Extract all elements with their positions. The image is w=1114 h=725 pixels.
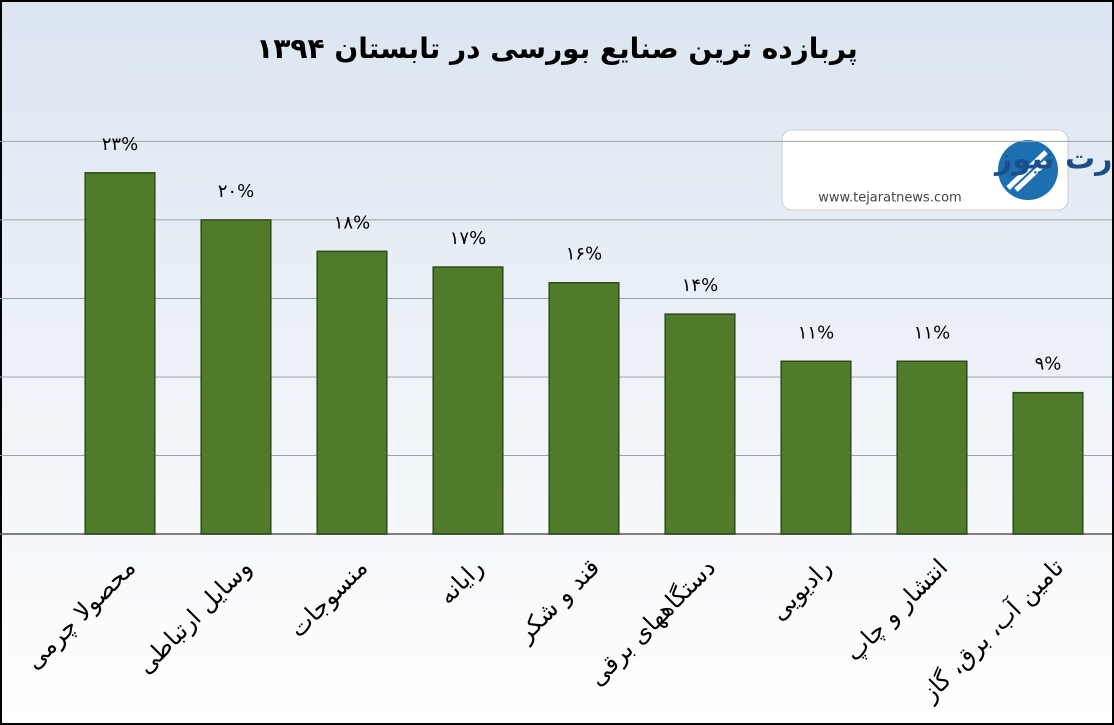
logo-box <box>781 129 1069 211</box>
bar <box>84 172 156 535</box>
logo-icon-arrow <box>1006 150 1048 192</box>
bar <box>1012 391 1084 535</box>
data-label: ۲۳% <box>102 134 138 155</box>
data-label: ۹% <box>1035 354 1062 375</box>
data-label: ۱۱% <box>914 322 950 343</box>
bar <box>548 281 620 535</box>
data-label: ۱۷% <box>450 228 486 249</box>
data-label: ۲۰% <box>218 181 254 202</box>
bar <box>780 360 852 535</box>
logo: تجارت نیوز www.tejaratnews.com <box>781 129 1114 211</box>
logo-url: www.tejaratnews.com <box>818 191 961 206</box>
bar <box>432 266 504 535</box>
bar <box>200 219 272 535</box>
bar <box>316 250 388 535</box>
chart-title: پربازده ترین صنایع بورسی در تابستان ۱۳۹۴ <box>256 32 858 65</box>
data-label: ۱۸% <box>334 212 370 233</box>
bar <box>896 360 968 535</box>
logo-name: تجارت نیوز <box>993 142 1114 177</box>
data-label: ۱۶% <box>566 244 602 265</box>
bar <box>664 313 736 535</box>
data-label: ۱۱% <box>798 322 834 343</box>
data-label: ۱۴% <box>682 275 718 296</box>
